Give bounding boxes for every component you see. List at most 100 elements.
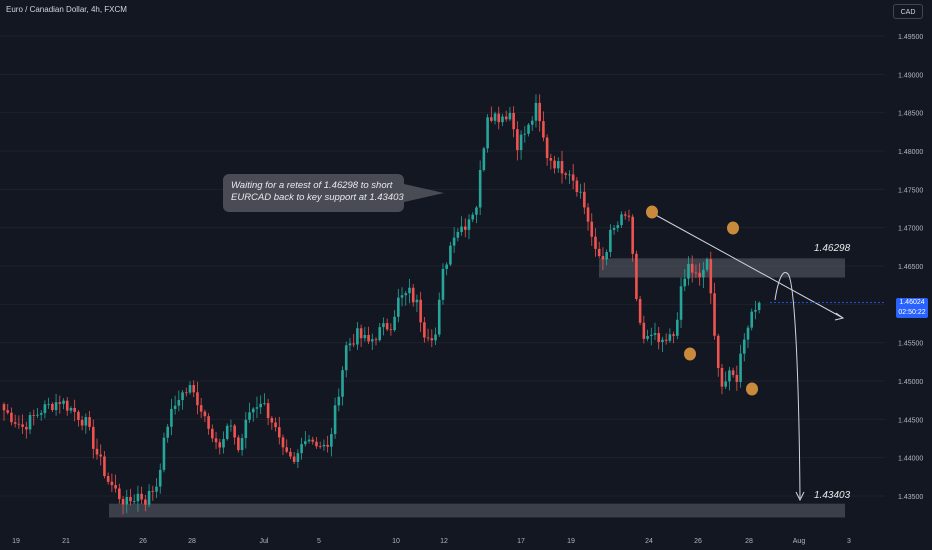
candle-body — [575, 180, 579, 192]
candle-body — [742, 339, 746, 354]
candle-body — [322, 444, 326, 447]
candle — [222, 431, 225, 454]
time-tick-label: 12 — [440, 538, 448, 545]
annotation-line-2: EURCAD back to key support at 1.43403 — [231, 192, 404, 203]
candle-body — [196, 392, 199, 406]
candle-body — [579, 191, 582, 193]
candle-body — [155, 486, 158, 492]
annotation-callout[interactable]: Waiting for a retest of 1.46298 to short… — [223, 174, 404, 212]
candle-body — [125, 496, 129, 505]
candle — [39, 410, 43, 421]
candle-body — [274, 422, 277, 428]
candle-body — [32, 415, 36, 416]
candle-body — [10, 412, 13, 423]
candle — [426, 328, 430, 342]
candle — [337, 388, 341, 412]
candle — [519, 130, 523, 160]
candle-body — [597, 248, 601, 257]
candle — [330, 427, 333, 457]
candle — [363, 327, 367, 342]
candle — [664, 333, 668, 345]
candle-body — [605, 252, 608, 260]
candle — [516, 121, 519, 161]
drawing-layer — [646, 205, 885, 502]
candle-body — [136, 493, 140, 502]
candle-body — [586, 207, 590, 222]
candle-body — [690, 263, 694, 273]
descending-trendline — [651, 212, 844, 319]
candle-body — [2, 404, 6, 411]
candle — [300, 437, 303, 460]
candle — [233, 424, 236, 445]
currency-button[interactable]: CAD — [893, 4, 923, 19]
candle — [731, 367, 735, 378]
last-price-tag: 1.46024 02:50:22 — [896, 298, 928, 318]
candle-body — [408, 287, 411, 294]
resistance-level-label: 1.46298 — [814, 243, 851, 254]
candle-body — [58, 402, 62, 404]
candle — [266, 398, 270, 426]
candle-body — [166, 426, 169, 438]
candle — [590, 213, 594, 246]
candle-body — [99, 454, 103, 457]
candle — [527, 123, 530, 137]
candle — [158, 463, 162, 494]
time-tick-label: 19 — [567, 538, 575, 545]
candle-body — [452, 237, 456, 246]
candle-body — [757, 302, 761, 310]
candle-body — [556, 161, 560, 169]
candle — [713, 282, 716, 340]
candle — [162, 432, 166, 473]
candle — [642, 315, 646, 344]
support-zone — [109, 503, 845, 518]
candle — [393, 310, 396, 332]
candle — [478, 160, 482, 216]
candle-body — [493, 113, 497, 121]
candle-body — [103, 456, 106, 477]
candle-body — [285, 447, 289, 452]
candle — [277, 416, 281, 445]
candle-body — [508, 112, 512, 120]
candle — [289, 447, 292, 460]
candle — [69, 406, 73, 414]
candle-body — [728, 370, 731, 382]
candle-body — [281, 437, 285, 448]
support-level-label: 1.43403 — [814, 490, 851, 501]
candle — [523, 126, 527, 143]
candle — [17, 415, 21, 429]
candle-body — [746, 327, 750, 340]
time-tick-label: 26 — [694, 538, 702, 545]
candle — [199, 398, 203, 419]
candle-body — [676, 319, 679, 336]
candle-body — [315, 441, 318, 447]
candle — [668, 328, 672, 343]
candle-body — [709, 259, 713, 294]
candle — [728, 366, 731, 391]
candle-body — [207, 416, 210, 429]
candle-body — [653, 333, 657, 335]
price-axis[interactable]: 1.49500 1.49000 1.48500 1.48000 1.47500 1.470… — [898, 34, 923, 501]
candle-body — [147, 490, 151, 505]
candle-body — [716, 335, 720, 369]
candle — [493, 111, 497, 125]
candlestick-series — [2, 94, 761, 515]
candle — [188, 381, 192, 395]
time-tick-label: 19 — [12, 538, 20, 545]
candle — [698, 263, 701, 286]
candle-body — [151, 490, 155, 492]
price-tick-label: 1.47000 — [898, 226, 923, 233]
candle — [672, 331, 675, 344]
last-price-value: 1.46024 — [899, 299, 925, 306]
time-axis[interactable]: 19 21 26 28 Jul 5 10 12 17 19 24 26 28 Aug 3 — [12, 538, 851, 545]
candle-body — [423, 322, 426, 338]
candle — [36, 407, 39, 418]
swing-marker — [646, 205, 658, 219]
candle-body — [590, 221, 594, 237]
candle-body — [263, 403, 266, 405]
candle — [653, 322, 657, 341]
time-tick-label: 28 — [188, 538, 196, 545]
candle — [735, 365, 739, 391]
candle-body — [612, 227, 616, 230]
